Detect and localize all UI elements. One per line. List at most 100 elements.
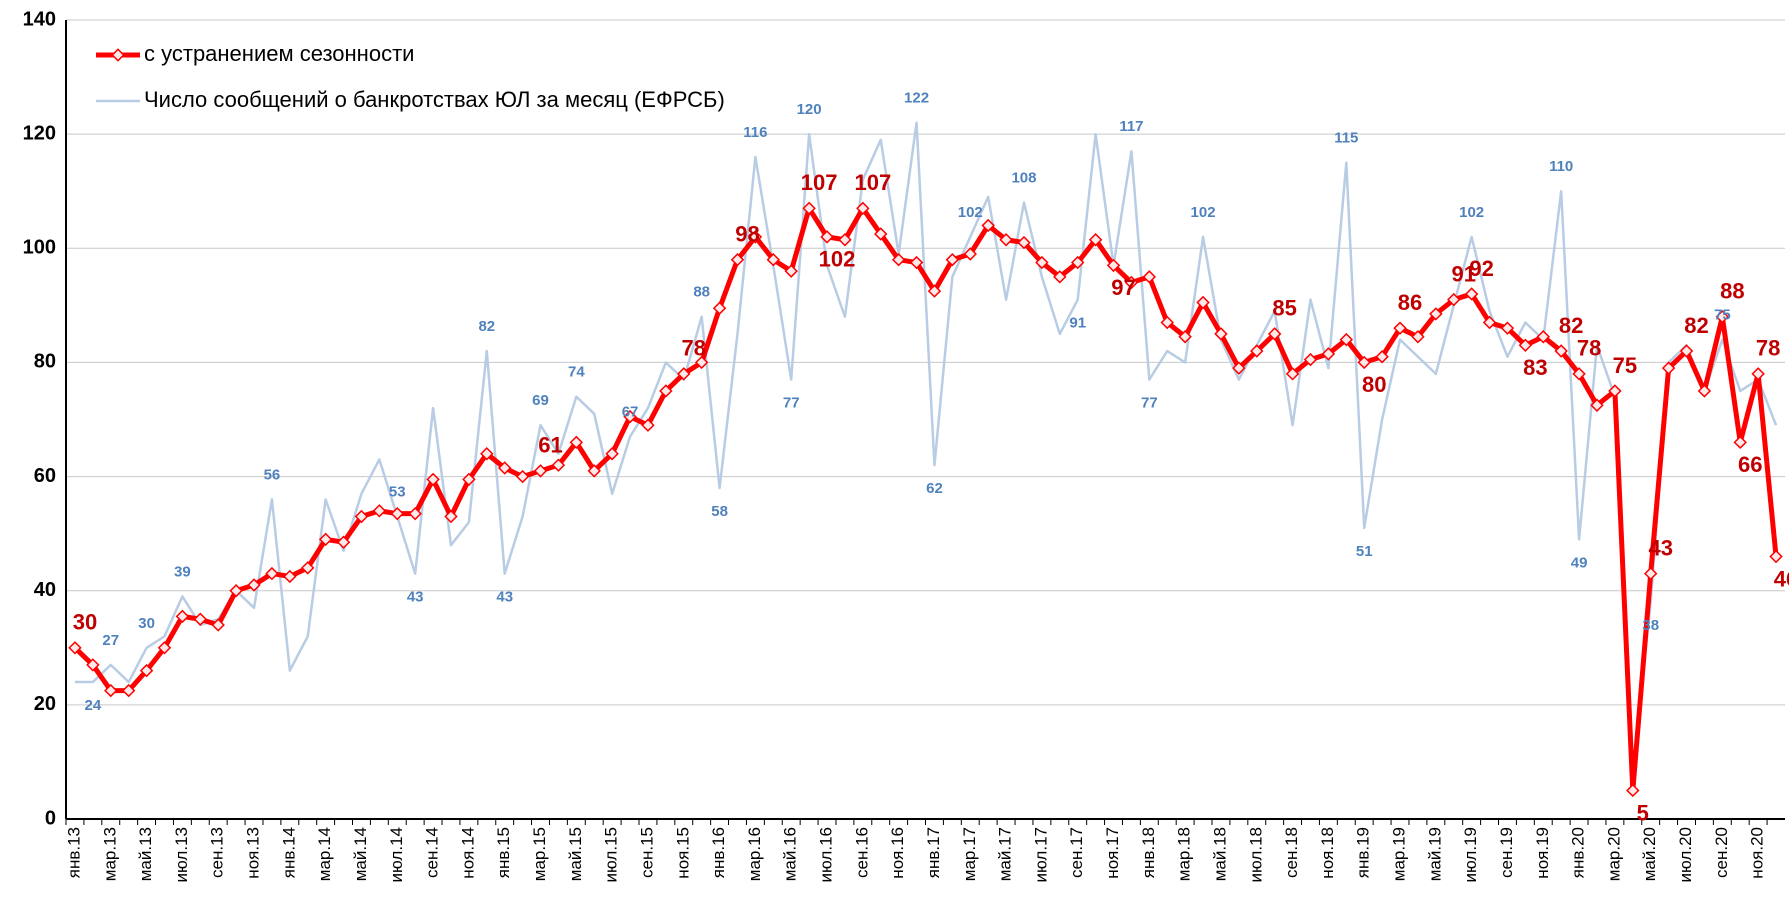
x-tick-label: май.18 bbox=[1210, 827, 1229, 881]
marker bbox=[1035, 255, 1049, 270]
marker bbox=[820, 230, 834, 244]
value-label: 88 bbox=[1720, 279, 1744, 304]
marker bbox=[354, 509, 369, 524]
marker bbox=[874, 227, 888, 241]
marker bbox=[623, 409, 637, 424]
raw-value-label: 102 bbox=[1191, 204, 1216, 221]
marker bbox=[1250, 344, 1264, 358]
raw-value-label: 82 bbox=[478, 318, 495, 335]
marker bbox=[175, 609, 190, 624]
marker bbox=[1751, 367, 1765, 381]
x-tick-label: ноя.15 bbox=[673, 827, 692, 879]
marker bbox=[587, 464, 601, 478]
x-tick-label: май.20 bbox=[1640, 827, 1659, 881]
value-label: 78 bbox=[682, 336, 706, 361]
marker bbox=[426, 472, 440, 487]
marker bbox=[68, 641, 82, 655]
marker bbox=[1608, 384, 1622, 398]
value-label: 46 bbox=[1774, 566, 1789, 591]
raw-value-label: 30 bbox=[138, 615, 155, 632]
raw-value-label: 67 bbox=[622, 404, 639, 421]
marker bbox=[1518, 338, 1533, 353]
marker bbox=[748, 230, 763, 244]
x-tick-label: май.17 bbox=[996, 827, 1015, 881]
marker bbox=[1429, 307, 1443, 321]
y-tick-label: 100 bbox=[23, 237, 56, 259]
marker bbox=[211, 618, 225, 632]
marker bbox=[766, 252, 781, 267]
value-label: 82 bbox=[1684, 313, 1708, 338]
x-tick-label: сен.14 bbox=[423, 827, 442, 878]
value-label: 5 bbox=[1637, 800, 1649, 825]
x-tick-label: янв.13 bbox=[64, 827, 83, 878]
raw-value-label: 62 bbox=[926, 480, 943, 497]
value-label: 98 bbox=[735, 222, 759, 247]
marker bbox=[1679, 344, 1694, 358]
marker bbox=[1106, 258, 1121, 273]
raw-value-label: 38 bbox=[1642, 617, 1659, 634]
raw-value-label: 58 bbox=[711, 503, 728, 520]
raw-value-label: 115 bbox=[1334, 130, 1358, 147]
raw-value-label: 24 bbox=[85, 697, 102, 714]
marker bbox=[1196, 295, 1210, 310]
x-tick-label: мар.14 bbox=[315, 827, 334, 881]
marker bbox=[927, 284, 942, 298]
value-label: 82 bbox=[1559, 313, 1583, 338]
value-label: 97 bbox=[1111, 275, 1135, 300]
raw-value-label: 116 bbox=[743, 124, 767, 141]
y-tick-label: 120 bbox=[23, 122, 56, 144]
marker bbox=[694, 355, 709, 370]
x-tick-label: мар.20 bbox=[1604, 827, 1623, 881]
marker bbox=[372, 504, 387, 518]
marker bbox=[1017, 235, 1031, 250]
x-tick-label: сен.18 bbox=[1282, 827, 1301, 878]
raw-value-label: 53 bbox=[389, 483, 406, 500]
marker bbox=[336, 535, 351, 549]
marker bbox=[730, 252, 745, 267]
x-tick-label: май.15 bbox=[566, 827, 585, 881]
x-tick-label: ноя.17 bbox=[1103, 827, 1122, 879]
marker bbox=[1339, 332, 1354, 347]
x-tick-label: сен.17 bbox=[1067, 827, 1086, 878]
x-tick-label: ноя.19 bbox=[1533, 827, 1552, 879]
marker bbox=[1160, 315, 1174, 330]
x-tick-label: июл.17 bbox=[1031, 827, 1050, 882]
marker bbox=[1626, 783, 1640, 798]
marker bbox=[497, 461, 512, 475]
marker bbox=[1285, 367, 1300, 381]
marker bbox=[1267, 327, 1282, 341]
raw-value-label: 49 bbox=[1571, 554, 1588, 571]
marker bbox=[999, 233, 1013, 247]
marker bbox=[838, 233, 852, 247]
marker bbox=[1124, 275, 1139, 290]
x-tick-label: янв.20 bbox=[1569, 827, 1588, 878]
raw-value-label: 75 bbox=[1714, 307, 1731, 324]
marker bbox=[1375, 350, 1389, 364]
value-label: 83 bbox=[1523, 355, 1547, 380]
marker bbox=[784, 264, 798, 278]
x-tick-label: янв.17 bbox=[924, 827, 943, 878]
marker bbox=[569, 435, 584, 450]
marker bbox=[909, 255, 924, 270]
marker bbox=[1232, 361, 1246, 375]
value-label: 86 bbox=[1398, 290, 1422, 315]
marker bbox=[86, 658, 100, 672]
marker bbox=[641, 418, 655, 432]
value-label: 43 bbox=[1648, 535, 1672, 560]
x-tick-label: июл.18 bbox=[1246, 827, 1265, 882]
x-tick-label: июл.20 bbox=[1676, 827, 1695, 882]
marker bbox=[1661, 361, 1676, 375]
marker bbox=[963, 247, 977, 261]
value-label: 107 bbox=[801, 170, 838, 195]
x-tick-label: сен.19 bbox=[1497, 827, 1516, 878]
marker bbox=[1393, 321, 1407, 335]
marker bbox=[1733, 435, 1747, 450]
x-tick-label: мар.13 bbox=[100, 827, 119, 881]
x-tick-label: мар.15 bbox=[530, 827, 549, 881]
x-tick-label: ноя.16 bbox=[888, 827, 907, 879]
y-tick-label: 140 bbox=[23, 8, 56, 30]
x-tick-label: янв.18 bbox=[1139, 827, 1158, 878]
raw-value-label: 77 bbox=[783, 395, 800, 412]
marker bbox=[1447, 292, 1461, 307]
marker bbox=[229, 583, 243, 598]
